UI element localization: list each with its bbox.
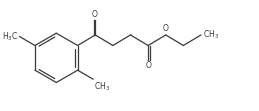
Text: H$_3$C: H$_3$C xyxy=(2,30,18,43)
Text: O: O xyxy=(91,10,97,19)
Text: CH$_3$: CH$_3$ xyxy=(94,80,111,93)
Text: O: O xyxy=(146,61,152,70)
Text: CH$_3$: CH$_3$ xyxy=(203,29,219,41)
Text: O: O xyxy=(163,24,169,33)
